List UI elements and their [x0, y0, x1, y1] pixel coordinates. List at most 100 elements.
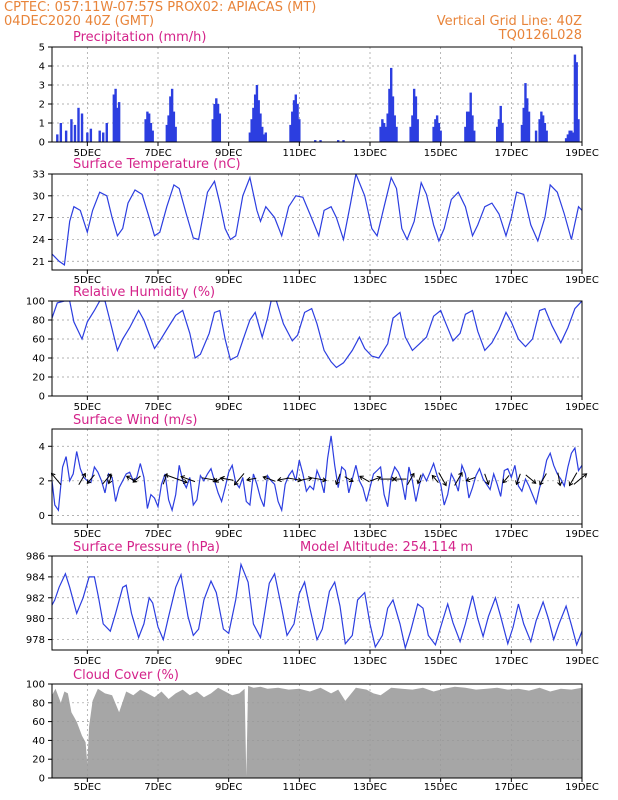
precip-bar — [250, 119, 253, 142]
y-tick-label: 24 — [32, 235, 45, 246]
x-tick-label: 17DEC — [494, 148, 528, 159]
precip-bar — [432, 126, 435, 142]
y-tick-label: 1 — [39, 119, 45, 130]
wind-arrowhead — [484, 480, 490, 486]
wind-arrowhead — [214, 478, 220, 483]
y-tick-label: 2 — [39, 476, 45, 487]
precip-bar — [538, 119, 541, 142]
y-tick-label: 40 — [32, 736, 45, 747]
x-tick-label: 17DEC — [494, 402, 528, 413]
precip-bar — [522, 107, 525, 142]
precip-bar — [296, 104, 299, 142]
x-tick-label: 15DEC — [424, 656, 458, 667]
precip-bar — [64, 130, 68, 142]
panel-frame — [51, 300, 583, 397]
precip-bar — [571, 132, 575, 142]
precip-bar — [381, 119, 384, 142]
x-tick-label: 13DEC — [353, 782, 387, 793]
y-tick-label: 33 — [32, 170, 45, 181]
precip-bar — [261, 126, 264, 142]
precip-bar — [248, 132, 252, 142]
precip-bar — [534, 130, 538, 142]
wind-vector — [525, 474, 537, 484]
wind-vector — [263, 476, 276, 482]
wind-arrowhead — [410, 472, 415, 478]
x-tick-label: 17DEC — [494, 529, 528, 540]
wind-vector — [277, 477, 290, 481]
precip-bar — [102, 132, 105, 142]
wind-title: Surface Wind (m/s) — [73, 413, 197, 428]
precip-bar — [390, 67, 393, 142]
wind-vector — [86, 474, 95, 484]
wind-vector — [162, 473, 168, 485]
wind-arrowhead — [219, 475, 225, 482]
precip-bar — [218, 113, 222, 142]
pressure-title: Surface Pressure (hPa) — [73, 540, 220, 555]
wind-vector — [557, 472, 561, 486]
cloud-cover-area — [52, 685, 582, 778]
wind-arrowhead — [359, 475, 364, 481]
precip-bar — [543, 123, 547, 142]
temperature-title: Surface Temperature (nC) — [73, 157, 241, 172]
precip-bar — [570, 130, 573, 142]
precip-bar — [170, 88, 174, 142]
wind-arrowhead — [163, 472, 169, 478]
precip-bar — [117, 102, 121, 142]
wind-vector — [132, 475, 141, 483]
wind-arrowhead — [376, 475, 382, 481]
precip-bar — [393, 115, 396, 142]
x-tick-label: 15DEC — [424, 148, 458, 159]
x-tick-label: 9DEC — [215, 275, 242, 286]
precip-bar — [575, 62, 578, 143]
panel-frame — [51, 683, 583, 779]
y-tick-label: 0 — [39, 774, 45, 785]
precip-bar — [412, 88, 416, 142]
y-tick-label: 982 — [26, 593, 45, 604]
x-tick-label: 13DEC — [353, 402, 387, 413]
wind-arrowhead — [322, 477, 328, 483]
wind-vector — [502, 475, 510, 484]
precip-bar — [434, 119, 437, 142]
precip-bar — [337, 140, 340, 142]
y-tick-label: 30 — [32, 191, 45, 202]
series-line — [52, 174, 582, 266]
precip-bar — [146, 111, 149, 142]
wind-arrowhead — [348, 477, 354, 483]
precip-bar — [471, 115, 474, 142]
precip-bar — [473, 130, 476, 142]
humidity-panel: Relative Humidity (%) 0 20 40 60 80 100 5DEC 7D… — [26, 285, 599, 413]
y-tick-label: 80 — [32, 316, 45, 327]
precip-bar — [568, 130, 571, 142]
wind-arrowhead — [458, 471, 463, 477]
temperature-panel: Surface Temperature (nC) 21 24 27 30 33 5DEC 7… — [32, 157, 599, 286]
precip-bar — [294, 94, 297, 142]
wind-vector — [454, 472, 463, 486]
wind-arrowhead — [392, 476, 398, 482]
x-tick-label: 15DEC — [424, 402, 458, 413]
x-tick-label: 13DEC — [353, 656, 387, 667]
y-tick-label: 2 — [39, 100, 45, 111]
wind-arrowhead — [416, 479, 422, 485]
precip-bar — [520, 124, 524, 142]
wind-vector — [201, 477, 217, 481]
x-tick-label: 5DEC — [74, 275, 101, 286]
precip-bar — [289, 124, 292, 142]
wind-panel: Surface Wind (m/s) 0 2 4 5DEC 7DEC 9DEC 11DEC 1… — [39, 413, 599, 540]
wind-arrowhead — [539, 480, 544, 486]
precip-bar — [545, 130, 548, 142]
precip-bar — [464, 126, 467, 142]
precip-bar — [314, 140, 317, 142]
y-tick-label: 3 — [39, 81, 45, 92]
precip-bar — [165, 124, 169, 142]
x-tick-label: 9DEC — [215, 656, 242, 667]
header-model-id: TQ0126L028 — [498, 28, 582, 43]
precip-bar — [564, 138, 568, 142]
wind-arrowhead — [502, 478, 507, 484]
wind-vector — [539, 473, 547, 485]
x-tick-label: 19DEC — [565, 148, 599, 159]
precip-bar — [257, 100, 260, 142]
precip-bar — [527, 111, 531, 142]
precip-bar — [211, 119, 214, 142]
y-tick-label: 100 — [26, 680, 45, 691]
